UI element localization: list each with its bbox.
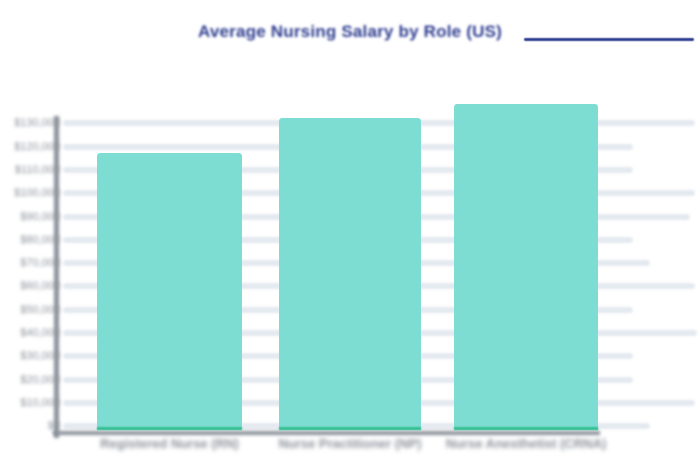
- x-axis-line: [53, 431, 600, 435]
- y-tick-label: $20,000: [20, 373, 60, 386]
- x-tick-label: Registered Nurse (RN): [100, 436, 239, 451]
- bar-1: [97, 152, 242, 430]
- y-tick-label: $0: [8, 421, 60, 432]
- bar-bottom-edge: [279, 426, 421, 430]
- y-tick-label: $50,000: [20, 303, 60, 316]
- bar-bottom-edge: [97, 426, 242, 430]
- bar-3: [454, 103, 598, 430]
- bar-2: [279, 117, 421, 430]
- y-tick-label: $120,000: [14, 140, 60, 153]
- y-axis-line: [54, 116, 59, 438]
- bar-bottom-edge: [454, 426, 598, 430]
- title-underline-rule: [524, 38, 694, 41]
- y-tick-label: $100,000: [14, 187, 60, 200]
- y-tick-label: $110,000: [14, 163, 60, 176]
- y-tick-label: $80,000: [20, 233, 60, 246]
- x-tick-label: Nurse Anesthetist (CRNA): [445, 436, 607, 451]
- chart-title: Average Nursing Salary by Role (US): [198, 22, 502, 41]
- x-tick-label: Nurse Practitioner (NP): [278, 436, 422, 451]
- y-tick-label: $30,000: [20, 350, 60, 363]
- y-tick-label: $70,000: [20, 257, 60, 270]
- y-tick-label: $60,000: [20, 280, 60, 293]
- y-tick-label: $130,000: [14, 117, 60, 130]
- y-tick-label: $90,000: [20, 210, 60, 223]
- y-tick-label: $40,000: [20, 327, 60, 339]
- y-tick-label: $10,000: [20, 396, 60, 409]
